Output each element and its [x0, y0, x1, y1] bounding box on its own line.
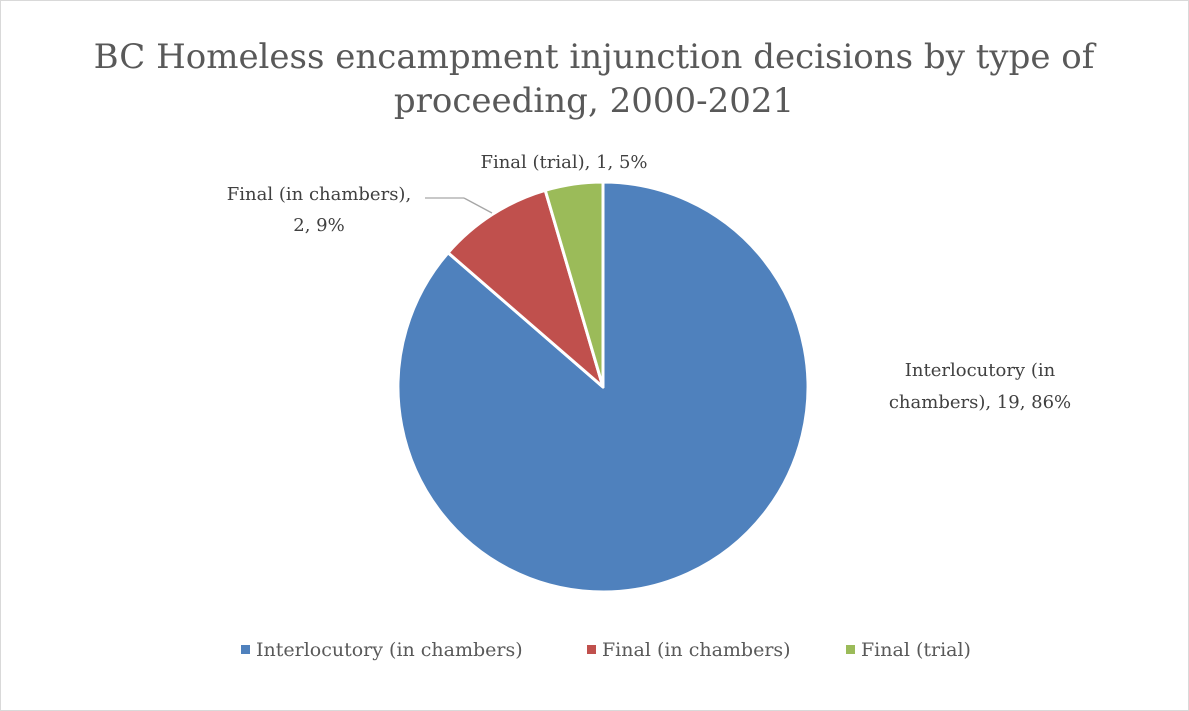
- legend-item-final-trial: Final (trial): [846, 639, 971, 661]
- legend-label-final-trial: Final (trial): [861, 639, 971, 661]
- data-label-final-in-chambers-line-1: Final (in chambers),: [227, 184, 411, 205]
- pie-slice-final-trial: [543, 180, 605, 389]
- legend-item-final-in-chambers: Final (in chambers): [587, 639, 791, 661]
- legend: Interlocutory (in chambers) Final (in ch…: [241, 639, 971, 661]
- legend-label-interlocutory: Interlocutory (in chambers): [256, 639, 523, 661]
- chart-title-line-1: BC Homeless encampment injunction decisi…: [94, 37, 1097, 77]
- data-label-interlocutory-line-2: chambers), 19, 86%: [889, 392, 1071, 413]
- pie-slices: [396, 180, 810, 594]
- chart-title: BC Homeless encampment injunction decisi…: [94, 37, 1097, 121]
- legend-item-interlocutory: Interlocutory (in chambers): [241, 639, 523, 661]
- data-labels: Interlocutory (in chambers), 19, 86% Fin…: [227, 152, 1071, 413]
- data-label-final-trial: Final (trial), 1, 5%: [480, 152, 647, 173]
- data-label-interlocutory-line-1: Interlocutory (in: [905, 360, 1056, 381]
- pie-slice-final-in-chambers: [446, 188, 605, 389]
- chart-title-line-2: proceeding, 2000-2021: [394, 81, 794, 121]
- legend-swatch-interlocutory: [241, 645, 250, 654]
- leader-line-final-in-chambers-diagonal: [463, 197, 493, 214]
- data-label-final-in-chambers-line-2: 2, 9%: [293, 215, 344, 236]
- legend-label-final-in-chambers: Final (in chambers): [602, 639, 791, 661]
- legend-swatch-final-trial: [846, 645, 855, 654]
- legend-swatch-final-in-chambers: [587, 645, 596, 654]
